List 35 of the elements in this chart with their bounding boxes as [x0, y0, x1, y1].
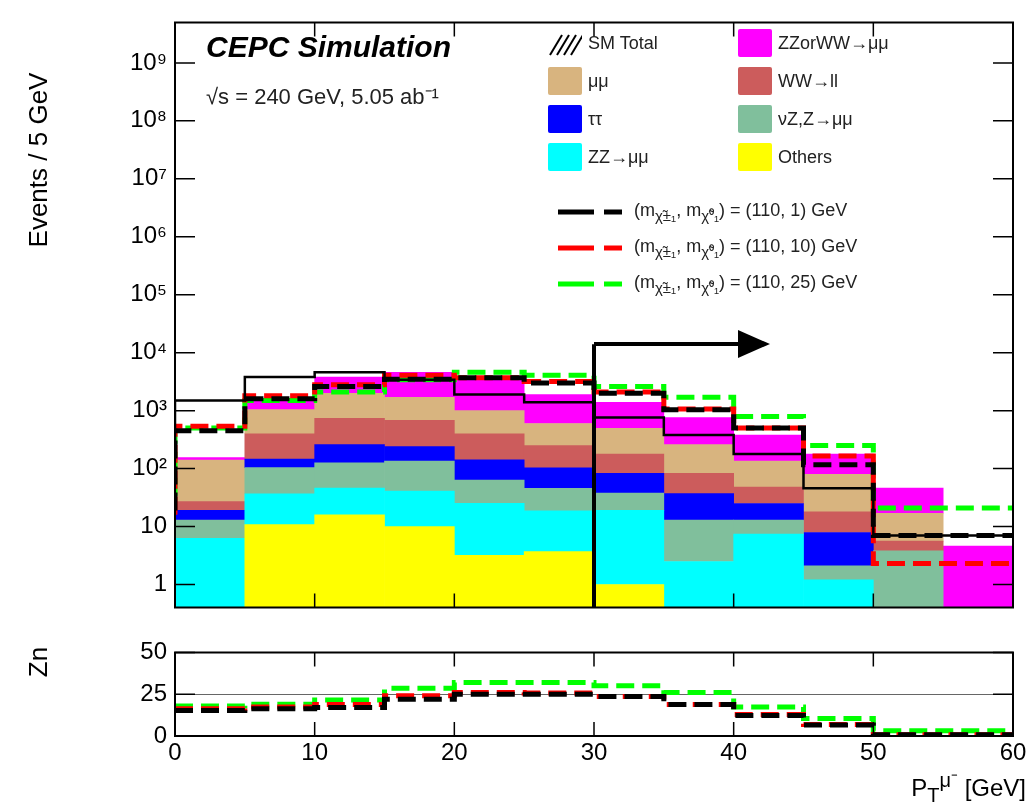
y-tick-label: 1	[153, 569, 167, 597]
x-tick-label: 40	[720, 738, 748, 766]
chart-title: CEPC Simulation	[206, 30, 452, 64]
y-tick-label: 10⁸	[130, 105, 167, 133]
x-tick-label: 10	[301, 738, 329, 766]
y-tick-label: 10	[140, 511, 167, 539]
legend-label: ττ	[588, 108, 603, 130]
x-tick-label: 60	[999, 738, 1027, 766]
x-tick-label: 20	[440, 738, 468, 766]
legend-label: ZZorWW→μμ	[778, 32, 889, 54]
y-tick-label: 10⁶	[130, 221, 167, 249]
y-tick-label: 10⁹	[130, 47, 167, 75]
y-tick-label: 10⁴	[129, 337, 167, 365]
y-tick-label: 10⁵	[130, 279, 167, 307]
y-tick-label: 0	[153, 720, 167, 748]
legend-label: (m$_{χ̃±₁}$, m$_{χ̃⁰₁}$) = (110, 1) GeV	[634, 199, 848, 225]
y-tick-label: 10²	[132, 453, 168, 481]
y-tick-label: 50	[140, 637, 167, 665]
x-axis-title: P$_{T}$$^{μ⁻}$ [GeV]	[911, 768, 1026, 806]
legend-label: SM Total	[588, 32, 658, 54]
legend-label: ZZ→μμ	[588, 146, 649, 168]
x-tick-label: 50	[859, 738, 887, 766]
y-tick-label: 10³	[132, 395, 168, 423]
y-axis-title: Zn	[22, 646, 54, 678]
legend-label: (m$_{χ̃±₁}$, m$_{χ̃⁰₁}$) = (110, 10) GeV	[634, 235, 858, 261]
legend-label: Others	[778, 146, 833, 168]
text: √s = 240 GeV, 5.05 ab⁻¹	[206, 83, 439, 110]
y-tick-label: 10⁷	[131, 163, 167, 191]
legend-label: μμ	[588, 70, 609, 92]
legend-label: νZ,Z→μμ	[778, 108, 853, 130]
y-axis-title: Events / 5 GeV	[22, 72, 54, 248]
y-tick-label: 25	[140, 678, 167, 706]
legend-label: WW→ll	[778, 70, 838, 92]
x-tick-label: 30	[580, 738, 608, 766]
legend-label: (m$_{χ̃±₁}$, m$_{χ̃⁰₁}$) = (110, 25) GeV	[634, 271, 858, 297]
